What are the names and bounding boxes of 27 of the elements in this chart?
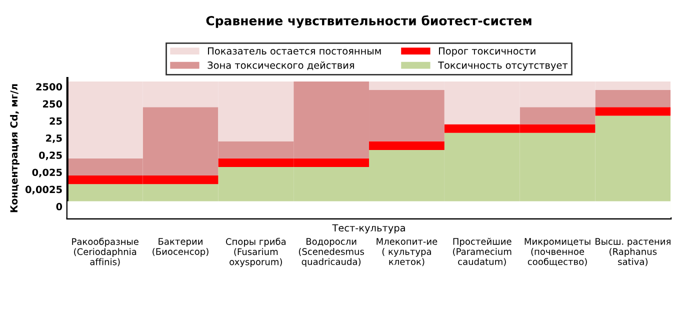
x-tick-label: Млекопит-ие ( культура клеток) bbox=[376, 238, 438, 266]
y-tick-label: 2500 bbox=[36, 83, 62, 90]
x-tick-label: Микромицеты (почвенное сообщество) bbox=[524, 238, 590, 266]
y-tick-label: 2,5 bbox=[46, 134, 62, 144]
y-tick-label: 25 bbox=[50, 117, 62, 125]
x-tick-label: Водоросли (Scenedesmus quadricauda) bbox=[298, 238, 364, 267]
bar bbox=[595, 90, 671, 108]
bar bbox=[369, 141, 444, 150]
legend-label: Порог токсичности bbox=[439, 47, 536, 56]
x-tick-label: Высш. растения (Raphanus sativa) bbox=[596, 238, 670, 266]
y-tick-label: 0,25 bbox=[39, 152, 62, 160]
legend-label: Зона токсического действия bbox=[208, 61, 354, 70]
x-tick-label: Споры гриба (Fusarium oxysporum) bbox=[226, 238, 286, 267]
x-axis-title: Тест-культура bbox=[332, 224, 405, 234]
y-tick-label: 0,0025 bbox=[25, 186, 62, 194]
y-axis-title: Концентрация Cd, мг/л bbox=[10, 84, 20, 212]
x-tick-label: Бактерии (Биосенсор) bbox=[152, 238, 208, 257]
bar bbox=[595, 107, 671, 116]
legend-label: Показатель остается постоянным bbox=[208, 47, 381, 55]
x-tick-label: Ракообразные (Ceriodaphnia affinis) bbox=[72, 238, 138, 266]
y-tick-label: 0,025 bbox=[32, 168, 62, 178]
y-tick-label: 0 bbox=[56, 202, 62, 210]
y-tick-label: 250 bbox=[43, 100, 62, 108]
chart-title: Сравнение чувствительности биотест-систем bbox=[206, 15, 532, 28]
bar bbox=[520, 107, 596, 124]
legend-label: Токсичность отсутствует bbox=[438, 62, 568, 71]
x-tick-label: Простейшие (Paramecium caudatum) bbox=[453, 238, 512, 266]
